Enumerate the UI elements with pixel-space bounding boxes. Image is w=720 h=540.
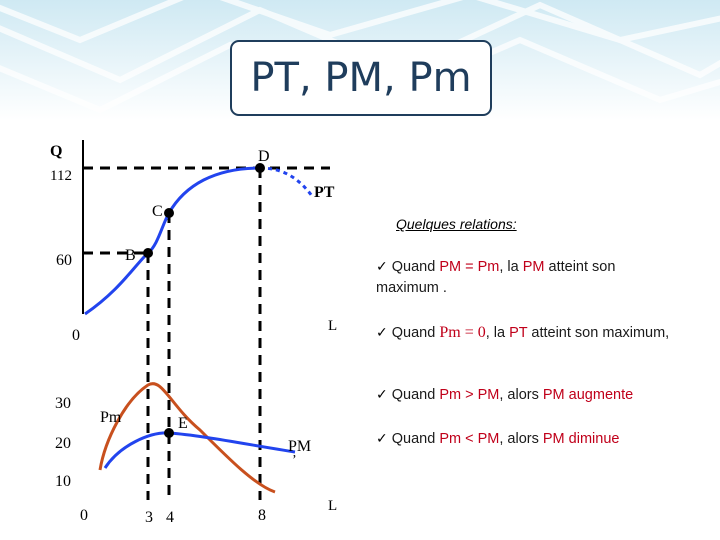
point-d (255, 163, 265, 173)
bottom-x-label-l: L (328, 498, 337, 514)
pm-average-label: PM (288, 438, 311, 455)
relation-4-result: PM diminue (542, 431, 620, 447)
relation-3-text-c: , alors (499, 387, 543, 403)
relation-2-text-e: atteint son maximum, (527, 325, 670, 341)
relation-4: ✓ Quand Pm < PM, alors PM diminue (376, 429, 706, 450)
point-d-label: D (258, 148, 270, 165)
bottom-y-label-20: 20 (55, 435, 71, 452)
top-y-label-60: 60 (56, 252, 72, 269)
top-x-label-l: L (328, 318, 337, 334)
top-y-label-112: 112 (50, 168, 72, 184)
pt-curve-decline (259, 166, 314, 197)
point-b (143, 248, 153, 258)
bottom-y-label-10: 10 (55, 473, 71, 490)
page-title: PT, PM, Pm (250, 55, 472, 101)
top-y-label-q: Q (50, 143, 62, 160)
relation-2: ✓ Quand Pm = 0, la PT atteint son maximu… (376, 322, 676, 344)
check-icon: ✓ (376, 387, 388, 403)
check-icon: ✓ (376, 431, 388, 447)
relation-3: ✓ Quand Pm > PM, alors PM augmente (376, 385, 706, 406)
bottom-x-label-4: 4 (166, 509, 174, 526)
relation-3-result: PM augmente (542, 387, 634, 403)
pm-average-mark: ’ (292, 453, 297, 468)
relation-2-text-a: Quand (391, 325, 440, 341)
point-e-label: E (178, 415, 188, 432)
pm-average-curve (103, 431, 296, 469)
point-c-label: C (152, 203, 163, 220)
relation-3-text-a: Quand (391, 387, 440, 403)
pm-marginal-curve (98, 382, 276, 494)
point-c (164, 208, 174, 218)
top-y-label-zero: 0 (72, 327, 80, 344)
relation-2-text-c: , la (485, 325, 510, 341)
relation-1-condition: PM = Pm (439, 259, 500, 275)
relation-1-text-a: Quand (391, 259, 440, 275)
relation-4-text-a: Quand (391, 431, 440, 447)
relation-1: ✓ Quand PM = Pm, la PM atteint son maxim… (376, 257, 676, 299)
pm-marginal-label: Pm (100, 409, 122, 426)
check-icon: ✓ (376, 325, 388, 341)
check-icon: ✓ (376, 259, 388, 275)
pt-curve (84, 166, 261, 316)
point-e (164, 428, 174, 438)
relations-title: Quelques relations: (396, 216, 517, 232)
relation-4-text-c: , alors (499, 431, 543, 447)
relation-2-condition: Pm = 0 (439, 324, 486, 341)
pt-curve-label: PT (314, 184, 335, 201)
bottom-x-label-8: 8 (258, 507, 266, 524)
title-box: PT, PM, Pm (230, 40, 492, 116)
bottom-y-label-zero: 0 (80, 507, 88, 524)
relation-3-condition: Pm > PM (439, 387, 500, 403)
bottom-x-label-3: 3 (145, 509, 153, 526)
relation-1-text-c: , la (499, 259, 523, 275)
relation-1-text-e: atteint son maximum . (376, 259, 616, 296)
relation-4-condition: Pm < PM (439, 431, 500, 447)
relation-1-subject: PM (522, 259, 545, 275)
point-b-label: B (125, 247, 136, 264)
bottom-y-label-30: 30 (55, 395, 71, 412)
relation-2-subject: PT (509, 325, 528, 341)
